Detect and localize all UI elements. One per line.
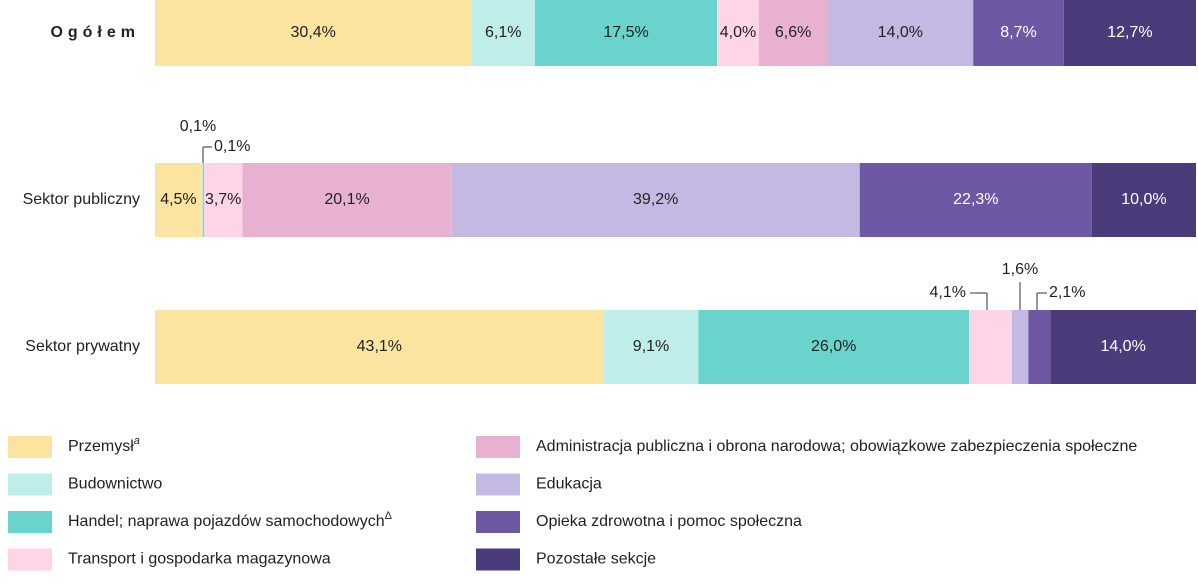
legend-label: Przemysła [68, 435, 140, 455]
data-label: 39,2% [633, 191, 678, 208]
data-label: 22,3% [953, 191, 998, 208]
data-label: 10,0% [1121, 191, 1166, 208]
bar-segment [827, 0, 974, 66]
bar-segment [1028, 310, 1051, 384]
bar-segment [451, 163, 860, 237]
bar-segment [603, 310, 699, 384]
data-label: 6,6% [775, 24, 811, 41]
data-label: 4,0% [720, 24, 756, 41]
bar-segment [534, 0, 718, 66]
data-label: 4,5% [160, 191, 196, 208]
legend-label: Administracja publiczna i obrona narodow… [536, 438, 1137, 455]
bar-segment [698, 310, 970, 384]
data-label: 3,7% [205, 191, 241, 208]
legend-swatch [476, 473, 520, 496]
legend-text: Handel; naprawa pojazdów samochodowych [68, 513, 385, 530]
legend-swatch [8, 473, 52, 496]
legend-swatch [8, 548, 52, 571]
bar-segment [202, 163, 204, 237]
legend-swatch [476, 436, 520, 458]
legend-text: Edukacja [536, 476, 602, 493]
legend-text: Pozostałe sekcje [536, 551, 656, 568]
legend-text: Opieka zdrowotna i pomoc społeczna [536, 513, 802, 530]
bar-segment [155, 310, 604, 384]
bar-segment [969, 310, 1012, 384]
legend-label: Edukacja [536, 476, 602, 493]
legend-note: a [134, 435, 140, 447]
data-label: 4,1% [930, 284, 966, 301]
bar-segment [1063, 0, 1196, 66]
data-label: 14,0% [878, 24, 923, 41]
legend-text: Przemysł [68, 438, 134, 455]
data-label: 1,6% [1002, 261, 1038, 278]
bar-segment [155, 163, 202, 237]
legend-swatch [8, 436, 52, 458]
data-label: 14,0% [1100, 338, 1145, 355]
data-label: 20,1% [324, 191, 369, 208]
data-label: 43,1% [357, 338, 402, 355]
legend-swatch [476, 548, 520, 571]
legend-label: Pozostałe sekcje [536, 551, 656, 568]
data-label: 17,5% [603, 24, 648, 41]
data-label: 0,1% [214, 138, 250, 155]
legend-label: Transport i gospodarka magazynowa [68, 551, 331, 568]
category-label: Sektor publiczny [23, 191, 140, 208]
data-label: 26,0% [811, 338, 856, 355]
bar-segment [155, 0, 472, 66]
data-label: 0,1% [180, 118, 216, 135]
data-label: 12,7% [1107, 24, 1152, 41]
data-label: 6,1% [485, 24, 521, 41]
legend-swatch [476, 511, 520, 533]
data-label: 9,1% [633, 338, 669, 355]
bar-segment [1050, 310, 1196, 384]
bar-segment [973, 0, 1064, 66]
bar-segment [717, 0, 759, 66]
data-label: 30,4% [291, 24, 336, 41]
bar-segment [758, 0, 828, 66]
legend-label: Budownictwo [68, 476, 162, 493]
legend-label: Handel; naprawa pojazdów samochodowychΔ [68, 510, 393, 530]
legend-swatch [8, 511, 52, 533]
category-label: Sektor prywatny [25, 338, 140, 355]
bar-segment [1091, 163, 1196, 237]
bar-segment [859, 163, 1092, 237]
legend-label: Opieka zdrowotna i pomoc społeczna [536, 513, 802, 530]
legend-text: Budownictwo [68, 476, 162, 493]
category-label: Ogółem [50, 24, 140, 41]
legend-text: Transport i gospodarka magazynowa [68, 551, 331, 568]
bar-segment [1011, 310, 1029, 384]
legend-text: Administracja publiczna i obrona narodow… [536, 438, 1137, 455]
data-label: 2,1% [1049, 284, 1085, 301]
legend-note: Δ [385, 510, 393, 522]
bar-segment [203, 163, 243, 237]
bar-segment [201, 163, 203, 237]
bar-segment [471, 0, 535, 66]
data-label: 8,7% [1000, 24, 1036, 41]
bar-segment [242, 163, 452, 237]
